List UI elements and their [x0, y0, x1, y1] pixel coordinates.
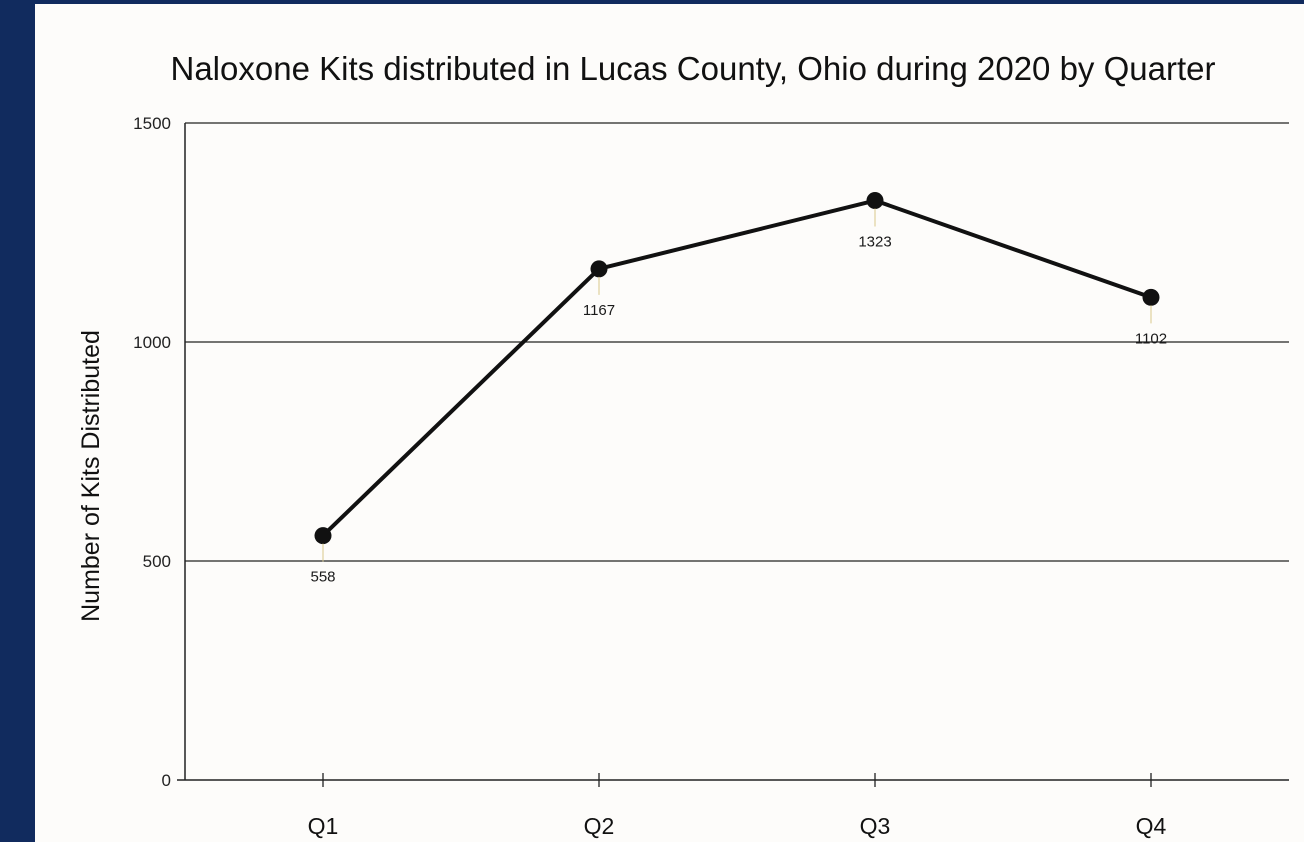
- x-tick-labels: Q1 Q2 Q3 Q4: [308, 813, 1167, 839]
- y-tick-label: 1000: [133, 333, 171, 352]
- data-label: 1167: [583, 302, 615, 319]
- x-tick-label: Q2: [584, 813, 615, 839]
- y-tick-label: 0: [162, 771, 171, 790]
- series-line-path: [321, 198, 1152, 538]
- y-tick-labels: 0 500 1000 1500: [133, 114, 171, 790]
- frame-left-border: [0, 0, 35, 842]
- data-label: 558: [310, 569, 335, 586]
- y-tick-label: 500: [143, 552, 171, 571]
- chart-title: Naloxone Kits distributed in Lucas Count…: [171, 50, 1216, 87]
- x-tick-label: Q3: [860, 813, 891, 839]
- x-tick-label: Q4: [1136, 813, 1167, 839]
- axes: [177, 123, 1289, 787]
- data-label: 1102: [1135, 330, 1167, 347]
- data-label: 1323: [858, 234, 891, 251]
- frame-top-border: [0, 0, 1304, 4]
- data-point: [1142, 288, 1160, 306]
- series-line: [321, 198, 1152, 538]
- y-tick-label: 1500: [133, 114, 171, 133]
- data-point: [866, 192, 884, 210]
- data-point: [314, 527, 332, 545]
- data-points: [314, 192, 1160, 545]
- data-labels: 558 1167 1323 1102: [310, 208, 1167, 586]
- x-tick-label: Q1: [308, 813, 339, 839]
- gridlines: [185, 122, 1289, 562]
- chart-panel: Naloxone Kits distributed in Lucas Count…: [35, 4, 1304, 842]
- data-point: [590, 260, 608, 278]
- line-chart: Naloxone Kits distributed in Lucas Count…: [77, 50, 1289, 839]
- y-axis-label: Number of Kits Distributed: [77, 330, 105, 622]
